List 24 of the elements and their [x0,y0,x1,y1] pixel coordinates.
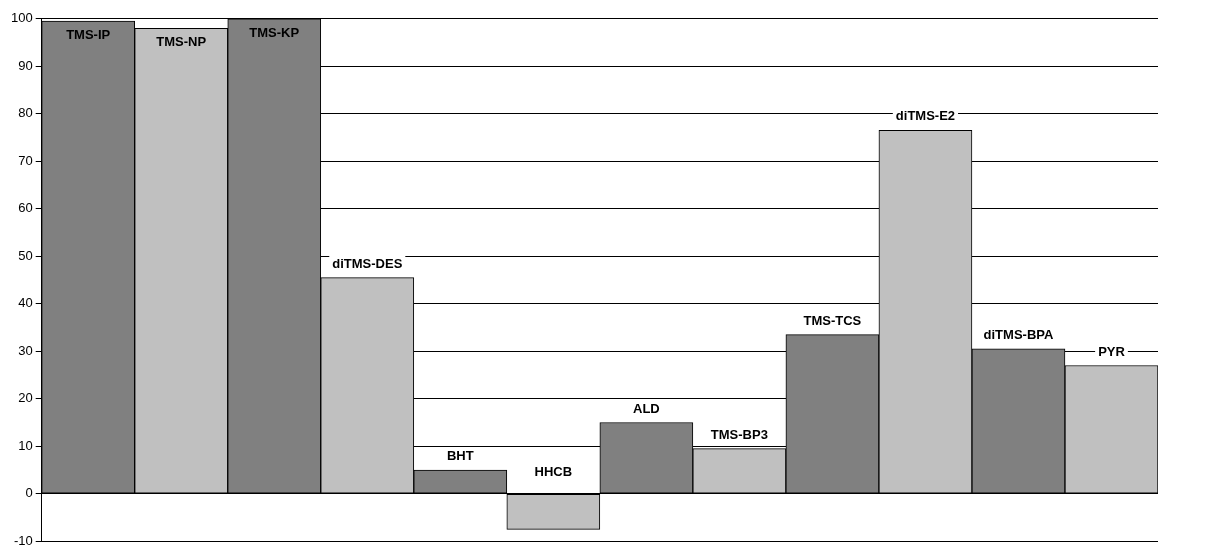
y-tick-label: 40 [18,295,33,311]
y-tick-label: -10 [13,532,33,548]
y-tick-label: 90 [18,57,33,73]
x-tick-label: TMS-NP [156,34,207,50]
x-tick-label: diTMS-BPA [983,326,1054,342]
y-tick-label: 0 [25,485,33,501]
y-tick-label: 30 [18,342,33,358]
x-tick-label: diTMS-E2 [895,108,956,124]
x-tick-label: TMS-KP [249,24,300,40]
x-tick-label: diTMS-DES [332,255,403,271]
x-tick-label: PYR [1098,343,1126,359]
y-tick-label: 80 [18,105,33,121]
x-tick-label: TMS-BP3 [710,426,768,442]
x-tick-label: TMS-IP [66,27,111,43]
x-tick-label: BHT [446,448,474,464]
y-tick-label: 50 [18,247,33,263]
y-tick-label: 100 [10,10,33,26]
x-tick-label: HHCB [534,464,573,480]
x-tick-label: TMS-TCS [803,312,862,328]
y-tick-label: 20 [18,390,33,406]
x-tick-label: ALD [633,400,660,416]
y-tick-label: 10 [18,437,33,453]
y-tick-label: 60 [18,200,33,216]
y-tick-label: 70 [18,152,33,168]
